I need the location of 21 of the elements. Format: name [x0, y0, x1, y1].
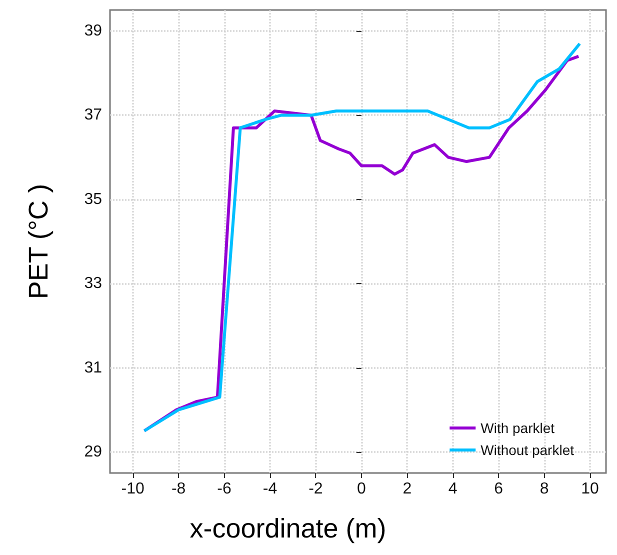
x-tick-label: 4 [448, 480, 458, 498]
x-tick-label: -2 [308, 480, 323, 498]
legend-label: With parklet [480, 420, 555, 436]
x-tick-label: -8 [171, 480, 186, 498]
x-tick-label: -6 [217, 480, 232, 498]
x-tick-label: -10 [121, 480, 145, 498]
x-tick-label: 8 [540, 480, 549, 498]
x-tick-label: 10 [581, 480, 599, 498]
y-tick-label: 29 [84, 443, 102, 460]
y-tick-label: 31 [84, 359, 102, 376]
x-tick-label: 2 [402, 480, 412, 498]
y-tick-label: 39 [84, 22, 102, 40]
x-tick-label: 6 [494, 480, 504, 498]
legend-label: Without parklet [480, 442, 574, 458]
y-tick-label: 35 [84, 190, 102, 208]
y-tick-label: 37 [84, 106, 102, 124]
y-tick-label: 33 [84, 275, 102, 292]
x-tick-label: 0 [356, 480, 366, 498]
x-tick-label: -4 [262, 480, 278, 498]
x-axis-title: x-coordinate (m) [190, 514, 386, 544]
y-axis-title: PET (°C ) [24, 184, 54, 300]
